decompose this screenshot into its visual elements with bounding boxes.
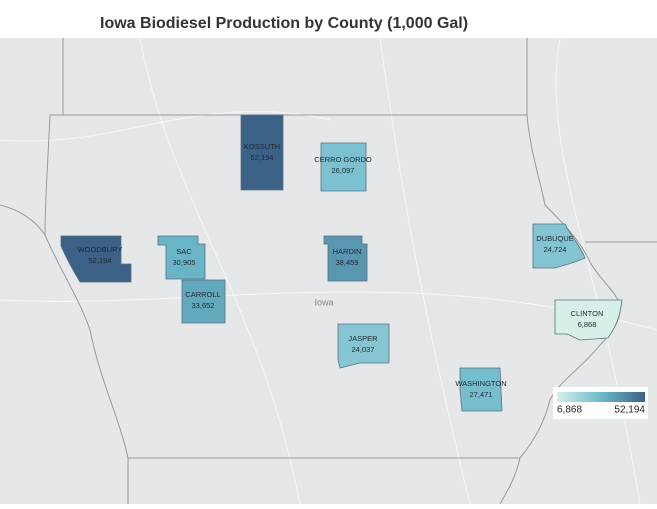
county-value: 38,459 [336, 258, 359, 267]
county-value: 30,905 [173, 258, 196, 267]
county-value: 26,097 [332, 166, 355, 175]
county [532, 223, 586, 269]
county-name: JASPER [348, 334, 378, 343]
county [323, 235, 368, 282]
county [554, 299, 623, 341]
legend-min: 6,868 [557, 405, 582, 416]
county [337, 323, 390, 369]
county-name: CERRO GORDO [314, 155, 372, 164]
county-name: KOSSUTH [244, 142, 280, 151]
county-name: HARDIN [333, 247, 362, 256]
county-value: 24,037 [352, 345, 375, 354]
legend: 6,868 52,194 [553, 387, 648, 419]
county [240, 114, 284, 191]
county-name: CARROLL [185, 290, 220, 299]
legend-max: 52,194 [614, 405, 645, 416]
county-name: CLINTON [571, 309, 604, 318]
county [157, 235, 206, 280]
legend-ramp [557, 392, 645, 402]
county [459, 367, 503, 412]
state-label: Iowa [314, 297, 333, 307]
county-value: 52,194 [251, 153, 274, 162]
county-value: 6,868 [578, 320, 597, 329]
county-value: 33,652 [192, 301, 215, 310]
county-name: SAC [176, 247, 192, 256]
county-value: 52,194 [89, 256, 112, 265]
counties: KOSSUTH 52,194 CERRO GORDO 26,097 WOODBURY 52… [60, 114, 623, 412]
county-name: WASHINGTON [455, 379, 506, 388]
county [181, 279, 226, 324]
county [320, 142, 367, 192]
title-bar [0, 0, 657, 38]
county-name: WOODBURY [78, 245, 123, 254]
county-value: 27,471 [470, 390, 493, 399]
county [60, 235, 132, 283]
county-name: DUBUQUE [536, 234, 574, 243]
map-title: Iowa Biodiesel Production by County (1,0… [100, 15, 468, 32]
county-value: 24,724 [544, 245, 567, 254]
